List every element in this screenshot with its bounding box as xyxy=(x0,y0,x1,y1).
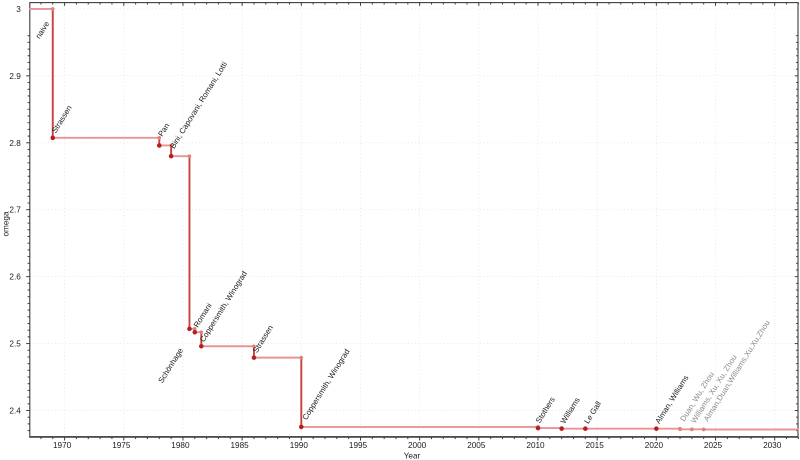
svg-text:1975: 1975 xyxy=(112,441,131,450)
svg-text:2.4: 2.4 xyxy=(9,407,21,416)
svg-text:1970: 1970 xyxy=(53,441,72,450)
svg-text:2.9: 2.9 xyxy=(9,72,21,81)
svg-text:3: 3 xyxy=(16,5,21,14)
svg-text:2.7: 2.7 xyxy=(9,206,21,215)
svg-text:2025: 2025 xyxy=(704,441,723,450)
svg-text:2000: 2000 xyxy=(408,441,427,450)
svg-text:1985: 1985 xyxy=(230,441,249,450)
svg-text:2005: 2005 xyxy=(467,441,486,450)
svg-text:2.8: 2.8 xyxy=(9,139,21,148)
svg-text:2.6: 2.6 xyxy=(9,273,21,282)
svg-text:2010: 2010 xyxy=(526,441,545,450)
svg-text:2030: 2030 xyxy=(763,441,782,450)
svg-text:omega: omega xyxy=(2,211,11,236)
svg-text:2015: 2015 xyxy=(586,441,605,450)
svg-text:1995: 1995 xyxy=(349,441,368,450)
svg-text:2020: 2020 xyxy=(645,441,664,450)
svg-text:1990: 1990 xyxy=(290,441,309,450)
svg-text:Year: Year xyxy=(404,452,421,460)
svg-text:1980: 1980 xyxy=(171,441,190,450)
svg-text:2.5: 2.5 xyxy=(9,340,21,349)
